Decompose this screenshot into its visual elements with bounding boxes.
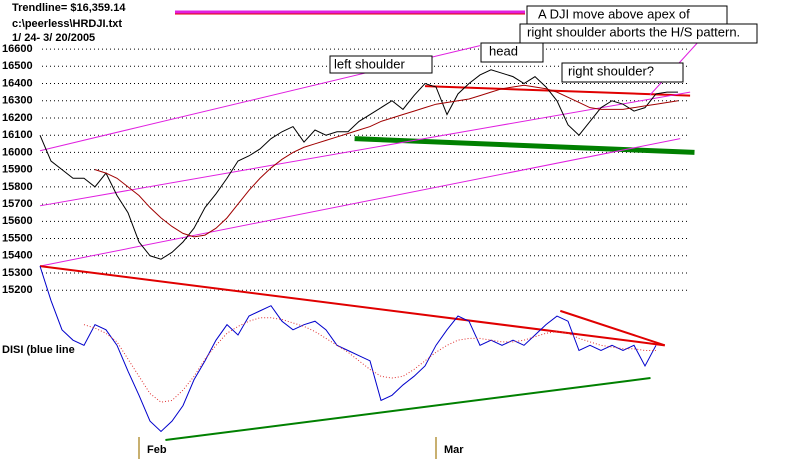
annotation-box <box>480 42 544 63</box>
y-tick-label: 15400 <box>2 250 33 262</box>
x-tick-label: Feb <box>147 444 167 456</box>
y-tick-label: 15500 <box>2 232 33 244</box>
trendline <box>559 309 666 347</box>
date-range: 1/ 24- 3/ 20/2005 <box>12 32 95 44</box>
annotation-box <box>519 23 758 44</box>
x-tick-label: Mar <box>444 444 464 456</box>
annotation: left shoulder <box>334 56 405 71</box>
chart-title: Trendline= $16,359.14 <box>12 2 126 14</box>
annotation: A DJI move above apex of <box>538 6 690 21</box>
y-tick-label: 15900 <box>2 164 33 176</box>
trendline <box>39 91 691 207</box>
y-tick-label: 15300 <box>2 267 33 279</box>
y-tick-label: 16200 <box>2 112 33 124</box>
annotation: right shoulder? <box>568 63 654 78</box>
y-tick-label: 16400 <box>2 77 33 89</box>
annotation-box <box>329 55 433 74</box>
y-tick-label: 15700 <box>2 198 33 210</box>
chart-subtitle: c:\peerless\HRDJI.txt <box>12 18 122 30</box>
y-tick-label: 15800 <box>2 181 33 193</box>
y-tick-label: 16500 <box>2 60 33 72</box>
y-tick-label: 15600 <box>2 215 33 227</box>
y-tick-label: 16600 <box>2 43 33 55</box>
y-tick-label: 15200 <box>2 284 33 296</box>
y-tick-label: 16300 <box>2 95 33 107</box>
series-line <box>83 317 656 403</box>
series-line <box>39 265 657 433</box>
trendline <box>39 265 665 347</box>
series-line <box>39 69 678 260</box>
series-line <box>94 84 679 238</box>
annotation: right shoulder aborts the H/S pattern. <box>527 24 740 39</box>
plot-area: 15200 15300 15400 15500 15600 15700 15800 15900… <box>2 43 695 459</box>
annotation: head <box>489 43 518 58</box>
annotation-box <box>561 62 684 83</box>
indicator-label: DISI (blue line <box>2 344 75 356</box>
trendline <box>424 85 691 97</box>
trendline <box>39 138 681 267</box>
trendline <box>165 377 651 442</box>
y-tick-label: 16100 <box>2 129 33 141</box>
y-tick-label: 16000 <box>2 146 33 158</box>
